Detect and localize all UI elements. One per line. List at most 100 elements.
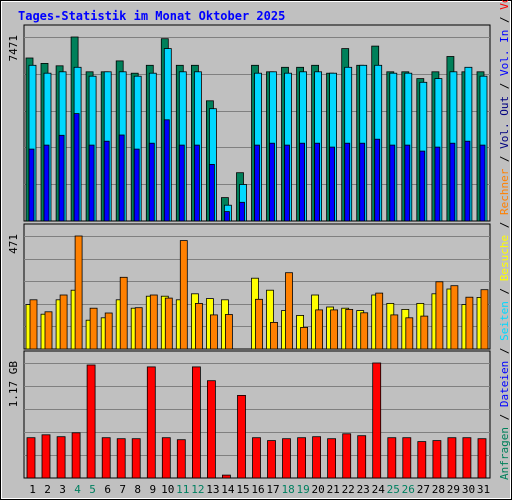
- volume-y-tick-label: 1.17 GB: [7, 361, 20, 408]
- bar-dateien-day-14: [223, 211, 230, 222]
- bar-rechner-day-5: [89, 307, 98, 350]
- x-tick-label-day-7: 7: [119, 483, 126, 496]
- bar-volumen-day-24: [372, 362, 382, 479]
- x-tick-label-day-2: 2: [44, 483, 51, 496]
- bar-dateien-day-23: [359, 142, 366, 222]
- bar-dateien-day-21: [329, 146, 336, 222]
- bar-volumen-day-21: [327, 438, 337, 479]
- x-tick-label-day-26: 26: [402, 483, 415, 496]
- bar-volumen-day-14: [221, 474, 231, 479]
- legend-entry: /: [498, 341, 511, 361]
- bar-volumen-day-8: [131, 438, 141, 479]
- x-tick-label-day-3: 3: [59, 483, 66, 496]
- bar-volumen-day-13: [206, 380, 216, 479]
- bar-dateien-day-9: [148, 142, 155, 222]
- bar-rechner-day-24: [375, 292, 384, 350]
- bar-volumen-day-20: [312, 436, 322, 479]
- x-tick-label-day-1: 1: [29, 483, 36, 496]
- bar-dateien-day-18: [284, 144, 290, 222]
- bar-dateien-day-19: [299, 142, 306, 222]
- bar-volumen-day-3: [56, 436, 66, 479]
- bar-dateien-day-1: [28, 148, 35, 222]
- x-tick-label-day-13: 13: [206, 483, 219, 496]
- bar-dateien-day-30: [464, 140, 471, 222]
- volume-panel: 1.17 GB: [7, 350, 491, 479]
- bar-dateien-day-8: [133, 148, 140, 222]
- bar-dateien-day-22: [344, 142, 351, 222]
- bar-dateien-day-7: [118, 134, 125, 222]
- bar-dateien-day-12: [193, 144, 200, 222]
- bar-rechner-day-14: [224, 314, 233, 350]
- bar-rechner-day-6: [104, 312, 113, 350]
- bar-dateien-day-25: [389, 144, 396, 222]
- bar-volumen-day-16: [252, 437, 261, 479]
- x-tick-label-day-21: 21: [327, 483, 340, 496]
- x-tick-label-day-18: 18: [281, 483, 294, 496]
- bar-rechner-day-13: [209, 314, 218, 350]
- bar-dateien-day-17: [269, 142, 275, 222]
- visits-y-tick-label: 471: [7, 234, 20, 254]
- bar-dateien-day-29: [449, 142, 456, 222]
- x-tick-label-day-29: 29: [447, 483, 460, 496]
- bar-besuche-day-17: [266, 289, 274, 350]
- bar-rechner-day-17: [270, 321, 278, 350]
- x-tick-label-day-15: 15: [236, 483, 249, 496]
- bar-rechner-day-1: [29, 299, 38, 350]
- x-tick-label-day-12: 12: [191, 483, 204, 496]
- bar-volumen-day-30: [462, 437, 472, 479]
- legend-entry: Volumen: [498, 0, 511, 10]
- bar-rechner-day-11: [179, 240, 188, 350]
- legend-entry: /: [498, 10, 511, 30]
- bar-dateien-day-31: [479, 144, 486, 222]
- bar-rechner-day-21: [330, 309, 339, 350]
- x-tick-label-day-14: 14: [221, 483, 235, 496]
- legend-entry: Seiten: [498, 301, 511, 341]
- bar-dateien-day-20: [314, 142, 321, 222]
- x-tick-label-day-23: 23: [357, 483, 370, 496]
- x-tick-label-day-4: 4: [74, 483, 81, 496]
- bar-rechner-day-22: [345, 308, 354, 350]
- bar-rechner-day-30: [465, 296, 474, 350]
- x-tick-label-day-31: 31: [477, 483, 490, 496]
- bar-volumen-day-11: [176, 439, 186, 479]
- x-tick-label-day-5: 5: [89, 483, 96, 496]
- x-tick-label-day-30: 30: [462, 483, 475, 496]
- requests-panel: 7471: [7, 24, 491, 222]
- bar-volumen-day-2: [41, 434, 51, 479]
- bar-dateien-day-15: [239, 201, 245, 222]
- legend-entry: Anfragen: [498, 427, 511, 480]
- bar-dateien-day-13: [208, 163, 215, 222]
- x-tick-label-day-22: 22: [342, 483, 355, 496]
- bar-dateien-day-11: [178, 144, 185, 222]
- bar-volumen-day-17: [267, 440, 276, 479]
- visits-panel: 471: [7, 223, 491, 350]
- x-tick-label-day-20: 20: [311, 483, 324, 496]
- bar-rechner-day-26: [405, 317, 414, 350]
- bar-rechner-day-8: [134, 307, 143, 350]
- bar-rechner-day-19: [300, 326, 309, 350]
- bar-rechner-day-12: [194, 302, 203, 350]
- bar-dateien-day-4: [73, 113, 80, 222]
- bar-volumen-day-5: [86, 364, 96, 479]
- bar-volumen-day-27: [417, 441, 427, 479]
- x-tick-label-day-28: 28: [432, 483, 445, 496]
- legend-entry: Dateien: [498, 361, 511, 407]
- bar-volumen-day-15: [237, 394, 246, 479]
- bar-volumen-day-12: [191, 366, 201, 479]
- bar-volumen-day-26: [402, 437, 412, 479]
- chart-title: Tages-Statistik im Monat Oktober 2025: [18, 9, 285, 23]
- bar-rechner-day-25: [390, 314, 399, 350]
- bar-rechner-day-20: [315, 309, 324, 350]
- x-tick-label-day-17: 17: [266, 483, 279, 496]
- bar-volumen-day-9: [146, 366, 156, 479]
- bar-dateien-day-16: [254, 144, 260, 222]
- legend-entry: /: [498, 149, 511, 169]
- bar-rechner-day-16: [255, 298, 263, 350]
- bar-rechner-day-28: [435, 281, 444, 350]
- bar-volumen-day-29: [447, 437, 457, 479]
- series-legend: Anfragen / Dateien / Seiten / Besuche / …: [498, 0, 511, 480]
- bar-dateien-day-3: [58, 134, 65, 222]
- bar-rechner-day-9: [149, 294, 158, 350]
- bar-volumen-day-23: [357, 435, 367, 479]
